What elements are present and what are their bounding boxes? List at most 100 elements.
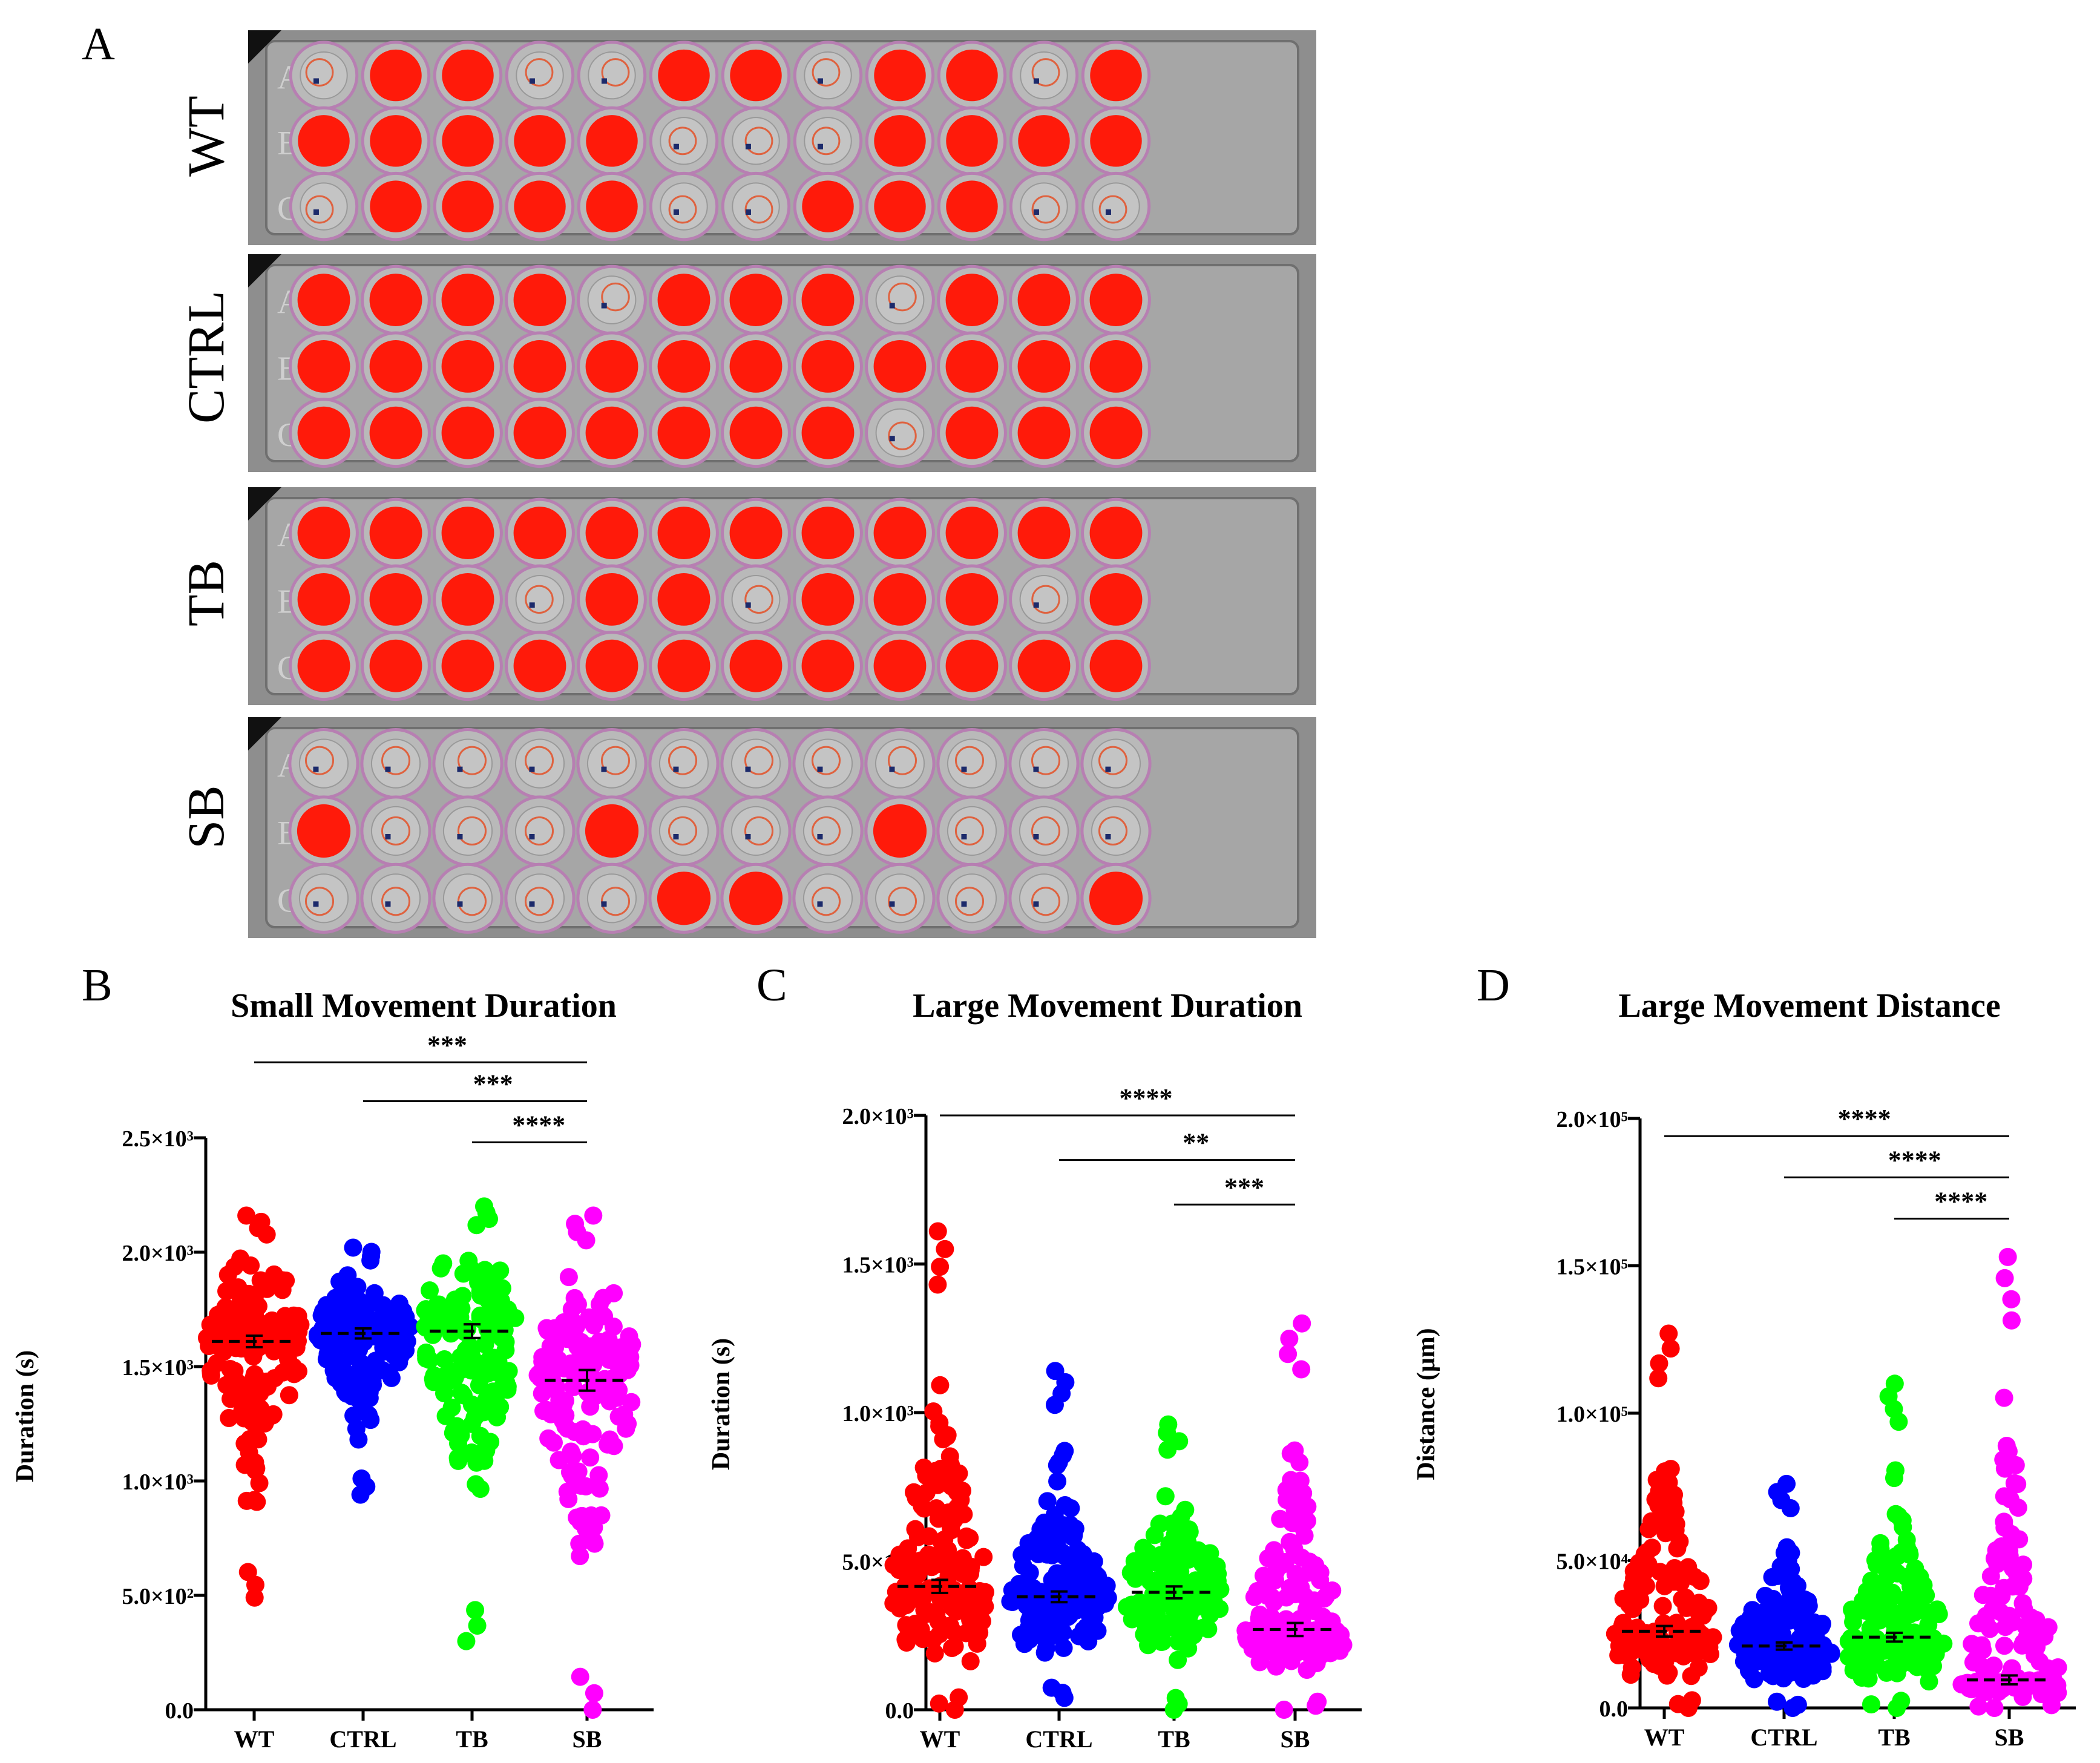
- well-track-trace: [1098, 816, 1128, 846]
- data-point: [2000, 1546, 2019, 1565]
- well-track-trace: [812, 126, 841, 156]
- larva-marker: [1105, 766, 1111, 772]
- well-track-fill: [945, 573, 999, 626]
- data-point: [481, 1349, 500, 1368]
- well-track-fill: [369, 507, 422, 560]
- data-point: [491, 1261, 510, 1280]
- data-point: [1282, 1471, 1301, 1489]
- well-track-trace: [888, 421, 917, 450]
- data-point: [591, 1382, 609, 1400]
- data-point: [268, 1323, 287, 1342]
- data-point: [554, 1313, 573, 1331]
- plate-label-ctrl: CTRL: [177, 291, 235, 424]
- data-point: [620, 1339, 639, 1358]
- well-empty: [1019, 806, 1069, 856]
- well-empty: [732, 117, 780, 165]
- well-empty: [947, 806, 997, 856]
- well-track-fill: [441, 274, 494, 327]
- data-point: [1885, 1469, 1903, 1488]
- well-track-fill: [945, 340, 999, 393]
- data-point: [1960, 1675, 1978, 1694]
- well-track-fill: [514, 180, 566, 232]
- well-track-fill: [369, 340, 422, 393]
- well-track-trace: [811, 887, 841, 916]
- x-tick-label: TB: [1878, 1724, 1910, 1751]
- data-point: [453, 1318, 472, 1337]
- chart-small-movement-duration: Small Movement Duration Duration (s) 0.0 5.…: [11, 987, 654, 1753]
- data-point: [396, 1341, 415, 1360]
- y-tick-label: 1.0×10³: [842, 1401, 914, 1426]
- data-point: [945, 1470, 963, 1489]
- data-point: [1661, 1339, 1680, 1358]
- data-point: [249, 1430, 267, 1449]
- data-point: [1656, 1524, 1675, 1543]
- data-point: [2005, 1474, 2024, 1492]
- data-point: [580, 1337, 599, 1356]
- data-point: [1969, 1614, 1987, 1633]
- well-track-trace: [1031, 195, 1060, 224]
- data-point: [1969, 1697, 1988, 1716]
- data-point: [1176, 1500, 1195, 1519]
- well-empty: [1092, 182, 1140, 231]
- chart-large-movement-distance: Large Movement Distance Distance (μm) 0.0 5…: [1413, 987, 2076, 1751]
- well-track-fill: [370, 180, 422, 232]
- larva-marker: [817, 78, 823, 84]
- well-track-fill: [801, 274, 855, 327]
- well-track-trace: [305, 58, 334, 87]
- larva-marker: [313, 78, 319, 84]
- plate-corner: [248, 30, 281, 64]
- y-tick-label: 2.0×10⁵: [1556, 1107, 1628, 1132]
- well-track-trace: [524, 887, 554, 916]
- plate-label-sb: SB: [177, 785, 235, 849]
- well-empty: [514, 806, 565, 856]
- well-track-trace: [601, 58, 630, 87]
- larva-marker: [313, 901, 319, 907]
- y-tick-label: 2.0×10³: [842, 1104, 914, 1129]
- data-point: [2013, 1594, 2032, 1613]
- data-point: [473, 1306, 492, 1325]
- data-point: [360, 1383, 379, 1402]
- significance-label: ***: [473, 1069, 513, 1099]
- well-track-fill: [1089, 406, 1143, 459]
- well-track-fill: [1017, 274, 1071, 327]
- well-track-trace: [600, 887, 631, 916]
- data-point: [556, 1417, 575, 1436]
- data-point: [608, 1354, 626, 1373]
- data-point: [976, 1597, 994, 1616]
- well-track-trace: [668, 126, 697, 156]
- data-point: [1843, 1600, 1862, 1619]
- well-track-fill: [946, 115, 998, 167]
- panel-letter-c: C: [756, 960, 787, 1011]
- plate-label-wt: WT: [177, 96, 235, 177]
- data-point: [933, 1591, 952, 1609]
- data-point: [1974, 1658, 1992, 1676]
- data-point: [234, 1325, 252, 1344]
- data-point: [589, 1466, 608, 1485]
- data-point: [1327, 1621, 1346, 1640]
- well-track-fill: [297, 340, 350, 393]
- data-point: [1163, 1514, 1181, 1533]
- plate-sb: ABC: [248, 717, 1316, 938]
- data-point: [457, 1632, 476, 1650]
- data-point: [1907, 1586, 1926, 1604]
- well-track-fill: [801, 507, 855, 560]
- well-track-fill: [945, 406, 999, 459]
- well-track-trace: [525, 585, 554, 614]
- data-point: [481, 1284, 499, 1303]
- y-tick-label: 0.0: [165, 1698, 194, 1724]
- x-tick-label: SB: [573, 1725, 602, 1753]
- data-point: [1048, 1456, 1066, 1475]
- significance-label: ****: [512, 1111, 565, 1140]
- well-track-fill: [441, 507, 494, 560]
- y-tick-label: 5.0×10²: [122, 1584, 194, 1609]
- data-point: [2002, 1311, 2021, 1330]
- significance-label: ****: [1119, 1083, 1172, 1113]
- larva-marker: [745, 833, 751, 839]
- y-tick-label: 0.0: [1600, 1696, 1629, 1722]
- data-point: [1758, 1653, 1777, 1672]
- data-point: [584, 1206, 603, 1225]
- well-empty: [442, 738, 493, 789]
- well-track-fill: [1017, 406, 1071, 459]
- well-empty: [514, 873, 565, 924]
- data-point: [962, 1557, 980, 1576]
